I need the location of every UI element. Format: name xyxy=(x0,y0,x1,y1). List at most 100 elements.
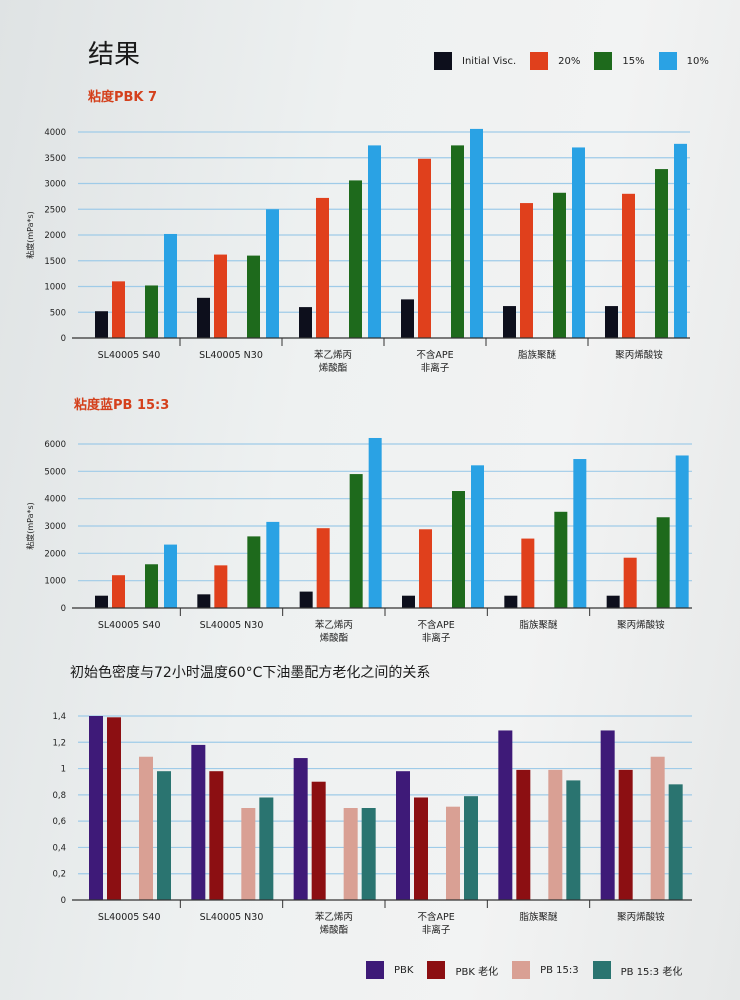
legend-bottom: PBK PBK 老化 PB 15:3 PB 15:3 老化 xyxy=(352,961,682,979)
bar-20- xyxy=(520,203,533,338)
y-tick-label: 5000 xyxy=(44,467,66,477)
bar-20- xyxy=(622,193,635,338)
y-tick-label: 500 xyxy=(50,308,66,318)
bar-20- xyxy=(623,557,637,608)
bar-10- xyxy=(572,147,585,338)
bar-10- xyxy=(368,145,381,338)
bar-pb-15-3 xyxy=(446,806,460,900)
x-category-label: 非离子 xyxy=(422,924,451,936)
bar-initial-visc- xyxy=(503,306,516,338)
bar-10- xyxy=(164,544,177,608)
x-category-label: SL40005 S40 xyxy=(98,350,161,361)
bar-15- xyxy=(451,145,464,338)
bar-initial-visc- xyxy=(605,306,618,338)
bar-10- xyxy=(470,128,483,338)
y-tick-label: 4000 xyxy=(44,495,66,505)
bar-20- xyxy=(316,197,329,338)
chart2-title: 粘度蓝PB 15:3 xyxy=(74,398,170,413)
x-category-label: SL40005 N30 xyxy=(200,912,264,923)
y-tick-label: 2000 xyxy=(44,231,66,241)
y-axis-label: 粘度(mPa*s) xyxy=(25,211,35,259)
x-category-label: 聚丙烯酸铵 xyxy=(617,911,665,923)
bar-pb-15-3 xyxy=(343,808,358,900)
bar-10- xyxy=(674,143,687,338)
bar-20- xyxy=(418,158,431,338)
bar-pb-15-3 xyxy=(241,808,256,900)
bar-20- xyxy=(214,565,228,608)
bar-pb-15-3- xyxy=(259,797,274,900)
bar-pb-15-3- xyxy=(668,784,683,900)
bar-20- xyxy=(419,529,432,608)
y-tick-label: 6000 xyxy=(44,440,66,450)
bar-pb-15-3- xyxy=(361,808,376,900)
bar-pb-15-3- xyxy=(464,796,478,900)
bar-pbk- xyxy=(209,771,224,900)
x-category-label: 聚丙烯酸铵 xyxy=(615,349,663,361)
bar-20- xyxy=(112,281,125,338)
x-category-label: 不含APE xyxy=(416,349,453,361)
bar-pbk xyxy=(293,758,308,900)
bar-pbk xyxy=(191,744,206,900)
bar-pbk- xyxy=(107,717,121,900)
y-tick-label: 1 xyxy=(61,765,66,775)
x-category-label: 脂族聚醚 xyxy=(518,349,557,361)
y-tick-label: 3000 xyxy=(44,180,66,190)
x-category-label: 苯乙烯丙 xyxy=(315,911,353,923)
bar-15- xyxy=(655,169,668,338)
bar-pb-15-3 xyxy=(548,769,563,900)
page-title: 结果 xyxy=(88,40,141,70)
bar-pbk xyxy=(600,730,615,900)
bar-10- xyxy=(573,459,587,608)
bar-pbk- xyxy=(311,781,326,900)
y-tick-label: 0 xyxy=(61,334,66,344)
legend-label: 15% xyxy=(622,55,645,67)
y-tick-label: 1500 xyxy=(44,257,66,267)
bar-initial-visc- xyxy=(401,299,414,338)
y-tick-label: 1000 xyxy=(44,577,66,587)
bar-20- xyxy=(112,575,125,608)
y-tick-label: 1000 xyxy=(44,283,66,293)
bar-10- xyxy=(164,233,177,338)
legend-label: 20% xyxy=(558,55,581,67)
legend-top: Initial Visc. 20% 15% 10% xyxy=(420,52,709,70)
bar-15- xyxy=(145,564,158,608)
x-category-label: 烯酸酯 xyxy=(320,924,349,936)
y-tick-label: 3500 xyxy=(44,154,66,164)
bar-15- xyxy=(247,255,260,338)
y-tick-label: 0,8 xyxy=(52,791,66,801)
y-tick-label: 0,4 xyxy=(52,843,66,853)
x-category-label: 脂族聚醚 xyxy=(519,911,558,923)
bar-pbk xyxy=(396,771,410,900)
y-tick-label: 0,6 xyxy=(52,817,66,827)
bar-pb-15-3- xyxy=(566,780,581,900)
y-tick-label: 2500 xyxy=(44,205,66,215)
bar-pbk xyxy=(498,730,513,900)
x-category-label: 不含APE xyxy=(418,911,455,923)
x-category-label: SL40005 N30 xyxy=(200,620,264,631)
bar-initial-visc- xyxy=(95,595,108,608)
x-category-label: SL40005 S40 xyxy=(98,912,161,923)
bar-15- xyxy=(656,517,670,608)
bar-15- xyxy=(145,285,158,338)
bar-pbk- xyxy=(618,769,633,900)
x-category-label: 苯乙烯丙 xyxy=(314,349,352,361)
bar-initial-visc- xyxy=(504,595,518,608)
y-tick-label: 1,2 xyxy=(52,738,66,748)
legend-label: 10% xyxy=(686,55,709,67)
legend-swatch xyxy=(434,52,452,70)
legend-label: PB 15:3 xyxy=(540,964,579,976)
bar-pb-15-3 xyxy=(139,756,153,900)
x-category-label: 不含APE xyxy=(418,619,455,631)
bar-15- xyxy=(349,474,363,608)
bar-initial-visc- xyxy=(299,591,313,608)
legend-swatch xyxy=(366,961,384,979)
x-category-label: 聚丙烯酸铵 xyxy=(617,619,665,631)
bar-20- xyxy=(214,254,227,338)
x-category-label: 烯酸酯 xyxy=(319,362,348,374)
bar-10- xyxy=(675,455,689,608)
legend-label: Initial Visc. xyxy=(462,55,517,67)
legend-swatch xyxy=(427,961,446,979)
bar-initial-visc- xyxy=(299,307,312,338)
y-tick-label: 0,2 xyxy=(52,870,66,880)
